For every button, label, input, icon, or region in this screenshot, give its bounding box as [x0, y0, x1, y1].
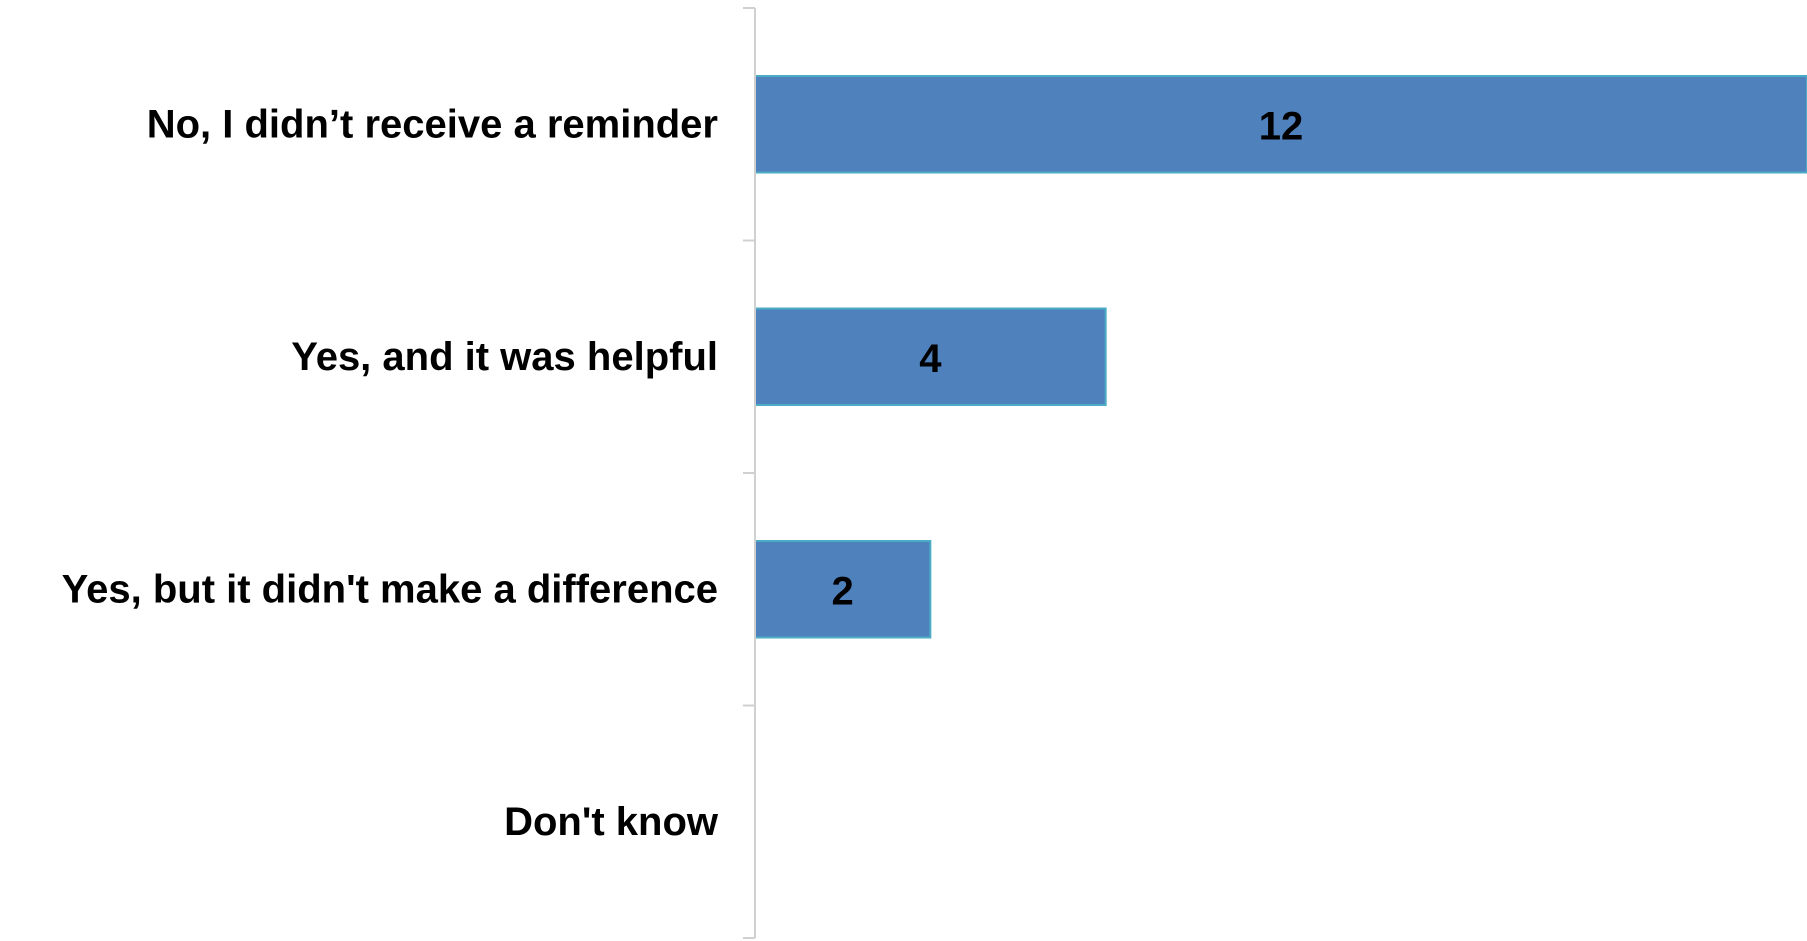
bar	[754, 307, 1107, 406]
category-label: No, I didn’t receive a reminder	[147, 102, 718, 146]
data-label: 2	[832, 569, 854, 613]
category-label: Yes, but it didn't make a difference	[62, 567, 718, 611]
bar	[754, 540, 932, 639]
category-label: Don't know	[504, 800, 719, 844]
category-label: Yes, and it was helpful	[291, 335, 718, 379]
data-label: 12	[1259, 104, 1304, 148]
bars-group	[754, 75, 1807, 639]
data-label: 4	[919, 337, 942, 381]
labels-group: No, I didn’t receive a reminder 12 Yes, an…	[62, 102, 1304, 844]
category-axis	[743, 7, 756, 939]
bar	[754, 75, 1807, 174]
